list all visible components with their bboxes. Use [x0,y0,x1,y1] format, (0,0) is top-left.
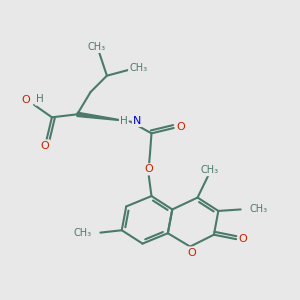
Text: O: O [144,164,153,174]
Text: O: O [238,234,247,244]
Text: H: H [36,94,43,104]
Text: O: O [41,140,50,151]
Text: CH₃: CH₃ [129,63,147,73]
Text: CH₃: CH₃ [73,228,92,238]
Polygon shape [77,112,130,122]
Text: O: O [22,95,30,105]
Text: O: O [187,248,196,257]
Text: H: H [120,116,128,126]
Text: CH₃: CH₃ [200,165,218,175]
Text: CH₃: CH₃ [87,42,106,52]
Text: N: N [133,116,141,126]
Text: O: O [176,122,185,132]
Text: CH₃: CH₃ [250,204,268,214]
